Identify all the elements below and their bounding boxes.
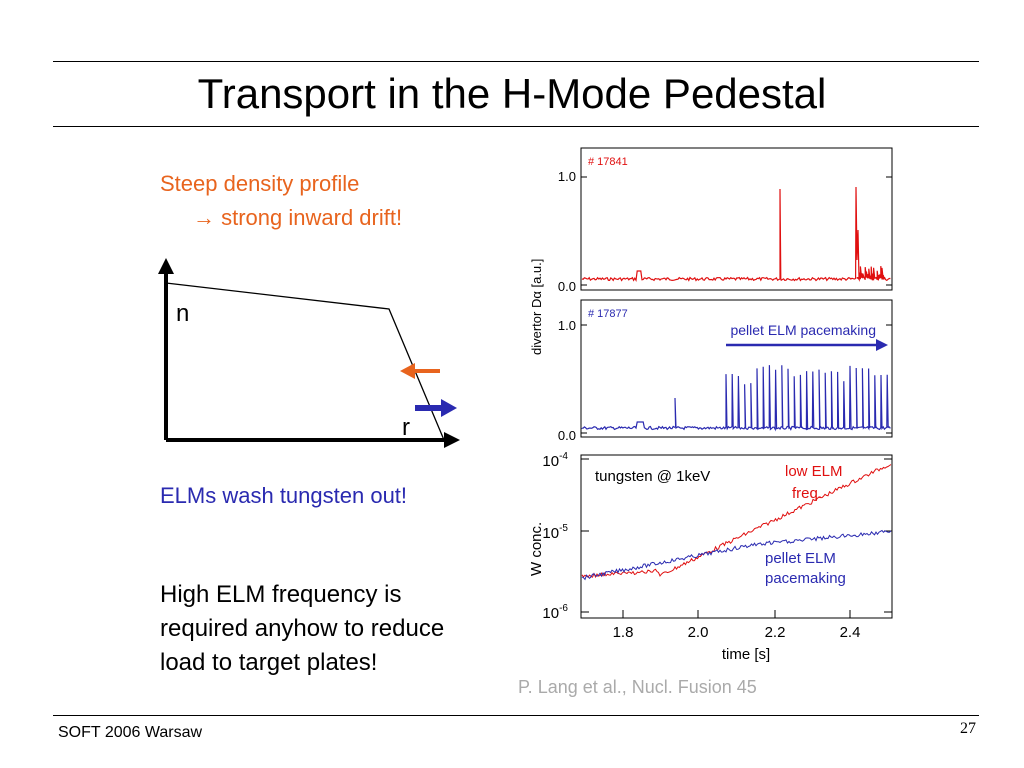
high-elm-line-1: High ELM frequency is <box>160 581 402 608</box>
pellet-elm-w-trace <box>581 529 892 581</box>
page-number: 27 <box>960 720 976 737</box>
high-elm-line-2: required anyhow to reduce <box>160 615 445 642</box>
pellet-elm-label-1: pellet ELM <box>765 550 836 567</box>
tungsten-label: tungsten @ 1keV <box>595 468 710 485</box>
panel1-shot: # 17841 <box>588 156 628 168</box>
high-elm-paragraph: High ELM frequency is required anyhow to… <box>160 578 444 680</box>
citation: P. Lang et al., Nucl. Fusion 45 <box>518 677 757 697</box>
xtick-2-0: 2.0 <box>688 624 709 641</box>
low-elm-label-2: freq. <box>792 485 822 502</box>
panel1-trace <box>581 186 891 282</box>
steep-density-text: Steep density profile <box>160 171 360 196</box>
low-elm-w-trace <box>581 464 892 579</box>
low-elm-label-1: low ELM <box>785 463 843 480</box>
title-top-rule <box>53 61 979 62</box>
pellet-elm-label-2: pacemaking <box>765 570 846 587</box>
elm-figure: # 17841 1.0 0.0 # 17877 1.0 0.0 pellet E… <box>528 147 893 663</box>
panel2-tick-1: 1.0 <box>558 318 576 333</box>
slide-title: Transport in the H-Mode Pedestal <box>197 70 827 117</box>
ytick-1e-6: 10-6 <box>542 603 568 622</box>
time-xlabel: time [s] <box>722 646 770 663</box>
divertor-ylabel: divertor Dα [a.u.] <box>529 259 544 355</box>
panel1-tick-1: 1.0 <box>558 169 576 184</box>
high-elm-line-3: load to target plates! <box>160 649 378 676</box>
footer-rule <box>53 715 979 716</box>
pacemaking-annotation: pellet ELM pacemaking <box>730 322 876 338</box>
xtick-2-4: 2.4 <box>840 624 861 641</box>
panel2-tick-0: 0.0 <box>558 428 576 443</box>
n-axis-label: n <box>176 300 190 327</box>
xtick-2-2: 2.2 <box>765 624 786 641</box>
panel2-trace <box>581 365 891 432</box>
xtick-1-8: 1.8 <box>613 624 634 641</box>
density-profile-diagram <box>158 258 460 448</box>
panel2-shot: # 17877 <box>588 308 628 320</box>
ytick-1e-5: 10-5 <box>542 523 568 542</box>
title-bottom-rule <box>53 126 979 127</box>
elms-wash-text: ELMs wash tungsten out! <box>160 483 408 508</box>
inward-drift-text: → strong inward drift! <box>193 205 403 230</box>
r-axis-label: r <box>402 414 410 441</box>
footer-text: SOFT 2006 Warsaw <box>58 724 203 741</box>
w-conc-ylabel: W conc. <box>528 522 545 576</box>
ytick-1e-4: 10-4 <box>542 451 568 470</box>
panel1-tick-0: 0.0 <box>558 279 576 294</box>
